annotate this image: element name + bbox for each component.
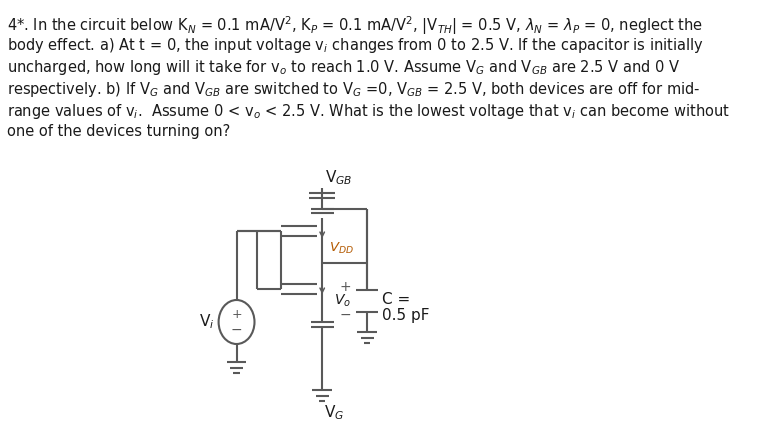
Text: V$_{GB}$: V$_{GB}$ bbox=[325, 168, 352, 187]
Text: 0.5 pF: 0.5 pF bbox=[382, 308, 429, 323]
Text: V$_o$: V$_o$ bbox=[334, 293, 352, 309]
Text: +: + bbox=[340, 280, 352, 294]
Text: −: − bbox=[231, 323, 242, 337]
Text: respectively. b) If V$_G$ and V$_{GB}$ are switched to V$_G$ =0, V$_{GB}$ = 2.5 : respectively. b) If V$_G$ and V$_{GB}$ a… bbox=[7, 80, 700, 99]
Text: one of the devices turning on?: one of the devices turning on? bbox=[7, 124, 230, 139]
Text: C =: C = bbox=[382, 292, 410, 307]
Text: V$_G$: V$_G$ bbox=[324, 403, 344, 422]
Text: V$_i$: V$_i$ bbox=[199, 313, 214, 331]
Text: +: + bbox=[231, 308, 242, 321]
Text: body effect. a) At t = 0, the input voltage v$_i$ changes from 0 to 2.5 V. If th: body effect. a) At t = 0, the input volt… bbox=[7, 36, 703, 55]
Text: uncharged, how long will it take for v$_o$ to reach 1.0 V. Assume V$_G$ and V$_{: uncharged, how long will it take for v$_… bbox=[7, 58, 680, 77]
Text: $V_{DD}$: $V_{DD}$ bbox=[329, 241, 353, 256]
Text: −: − bbox=[340, 308, 352, 322]
Text: 4*. In the circuit below K$_N$ = 0.1 mA/V$^2$, K$_P$ = 0.1 mA/V$^2$, |V$_{TH}$| : 4*. In the circuit below K$_N$ = 0.1 mA/… bbox=[7, 14, 703, 37]
Text: range values of v$_i$.  Assume 0 < v$_o$ < 2.5 V. What is the lowest voltage tha: range values of v$_i$. Assume 0 < v$_o$ … bbox=[7, 102, 730, 121]
